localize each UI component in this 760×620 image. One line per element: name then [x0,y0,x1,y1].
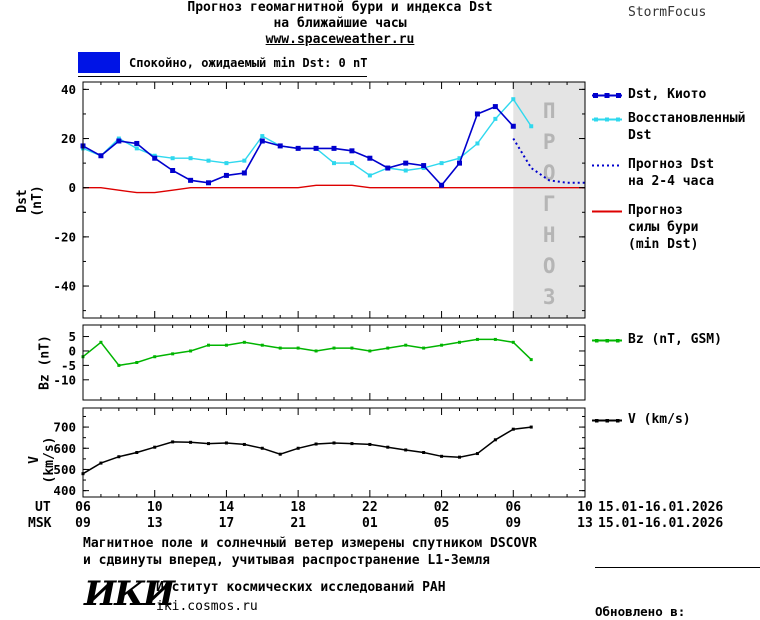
x-tick-label-ut: 14 [218,500,235,515]
restored-line-sample-icon [592,117,622,122]
x-tick-label-ut: 06 [505,500,522,515]
updated-block: Обновлено в: UT 06:05, 16.01.2026 MSK 09… [595,567,760,620]
quiet-level-swatch [78,52,120,73]
msk-label: MSK [28,516,52,531]
legend-label-forecast: Прогноз Dst на 2-4 часа [628,157,715,189]
forecast-region [513,82,585,318]
x-tick-label-msk: 05 [433,516,450,531]
plot-frame [82,324,586,401]
ut-axis-row: UT 15.01-16.01.2026 06 10 14 18 22 02 06 10 [0,500,760,516]
plot-frame [82,81,586,319]
series-line [83,184,585,194]
y-tick-label: -40 [53,279,76,294]
iki-site-link[interactable]: iki.cosmos.ru [156,599,258,614]
series-line [82,426,532,475]
forecast-watermark-letter: Н [543,223,556,247]
legend-item-forecast-dst: Прогноз Dst на 2-4 часа [592,156,714,190]
forecast-watermark-letter: О [543,254,556,278]
x-tick-label-msk: 01 [362,516,378,531]
y-tick-label: -20 [53,229,76,244]
status-legend: Спокойно, ожидаемый min Dst: 0 nT [78,52,368,77]
x-tick-label-msk: 09 [75,516,91,531]
y-tick-label: 700 [53,420,76,435]
ut-date-range: 15.01-16.01.2026 [598,500,724,515]
msk-date-range: 15.01-16.01.2026 [598,516,724,531]
forecast-watermark-letter: Р [543,130,556,154]
bz-axis-label: Bz (nT) [37,335,53,390]
plot-frame [82,407,586,498]
x-tick-label-ut: 02 [433,500,450,515]
msk-axis-row: MSK 15.01-16.01.2026 09 13 17 21 01 05 09 13 [0,516,760,532]
updated-title: Обновлено в: [595,604,686,619]
status-text: Спокойно, ожидаемый min Dst: 0 nT [129,55,368,70]
institute-name: Институт космических исследований РАН [156,580,446,595]
y-tick-label: 5 [68,329,76,344]
x-tick-label-msk: 21 [290,516,306,531]
forecast-watermark-letter: Г [543,192,556,216]
x-tick-label-msk: 09 [505,516,522,531]
y-tick-label: -10 [53,372,76,387]
legend-label-kyoto: Dst, Киото [628,87,707,102]
x-tick-label-ut: 18 [290,500,306,515]
y-tick-label: 0 [68,343,76,358]
x-tick-label-ut: 06 [75,500,91,515]
bz-line-sample-icon [592,339,622,343]
dst-axis-label: Dst (nT) [15,185,45,217]
y-tick-label: 600 [53,441,76,456]
legend-label-v: V (km/s) [628,412,691,427]
forecast-dotted-sample-icon [592,164,622,167]
v-axis-label: V (km/s) [27,436,57,484]
series-line [82,98,532,177]
forecast-watermark-letter: П [543,99,556,123]
bz-chart: 50-5-10 [53,324,586,401]
x-tick-label-ut: 22 [362,500,378,515]
x-tick-label-ut: 10 [146,500,163,515]
legend-item-restored-dst: Восстановленный Dst [592,110,745,144]
x-tick-label-msk: 13 [577,516,593,531]
y-tick-label: 20 [61,131,76,146]
ut-label: UT [35,500,51,515]
v-chart: 700 600 500 400 [53,407,586,498]
v-line-sample-icon [592,419,622,423]
legend-item-v: V (km/s) [592,411,691,428]
data-source-note-line2: и сдвинуты вперед, учитывая распростране… [83,553,490,568]
legend-label-storm: Прогноз силы бури (min Dst) [628,203,699,252]
kyoto-line-sample-icon [592,93,622,98]
y-tick-label: 500 [53,462,76,477]
storm-line-sample-icon [592,210,622,213]
y-tick-label: 0 [68,180,76,195]
series-line [82,338,532,367]
legend-item-bz: Bz (nT, GSM) [592,331,722,348]
page-title: Прогноз геомагнитной бури и индекса Dst … [0,0,680,48]
legend-label-restored: Восстановленный Dst [628,111,746,143]
x-tick-label-msk: 13 [146,516,163,531]
title-line-1: Прогноз геомагнитной бури и индекса Dst [187,0,493,15]
series-line [512,137,585,184]
legend-label-bz: Bz (nT, GSM) [628,332,722,347]
y-tick-label: 400 [53,483,76,498]
iki-logo: ИКИ [84,574,175,614]
legend-item-dst-kyoto: Dst, Киото [592,86,706,103]
brand-stormfocus: StormFocus [628,5,707,20]
spaceweather-link[interactable]: www.spaceweather.ru [265,32,415,47]
x-tick-label-msk: 17 [218,516,235,531]
y-tick-label: -5 [61,358,76,373]
title-line-2: на ближайшие часы [273,16,407,31]
legend-item-storm-forecast: Прогноз силы бури (min Dst) [592,202,698,253]
y-tick-label: 40 [61,82,76,97]
forecast-watermark-letter: З [543,285,556,309]
data-source-note-line1: Магнитное поле и солнечный ветер измерен… [83,536,537,551]
x-tick-label-ut: 10 [577,500,593,515]
forecast-watermark-letter: О [543,161,556,185]
